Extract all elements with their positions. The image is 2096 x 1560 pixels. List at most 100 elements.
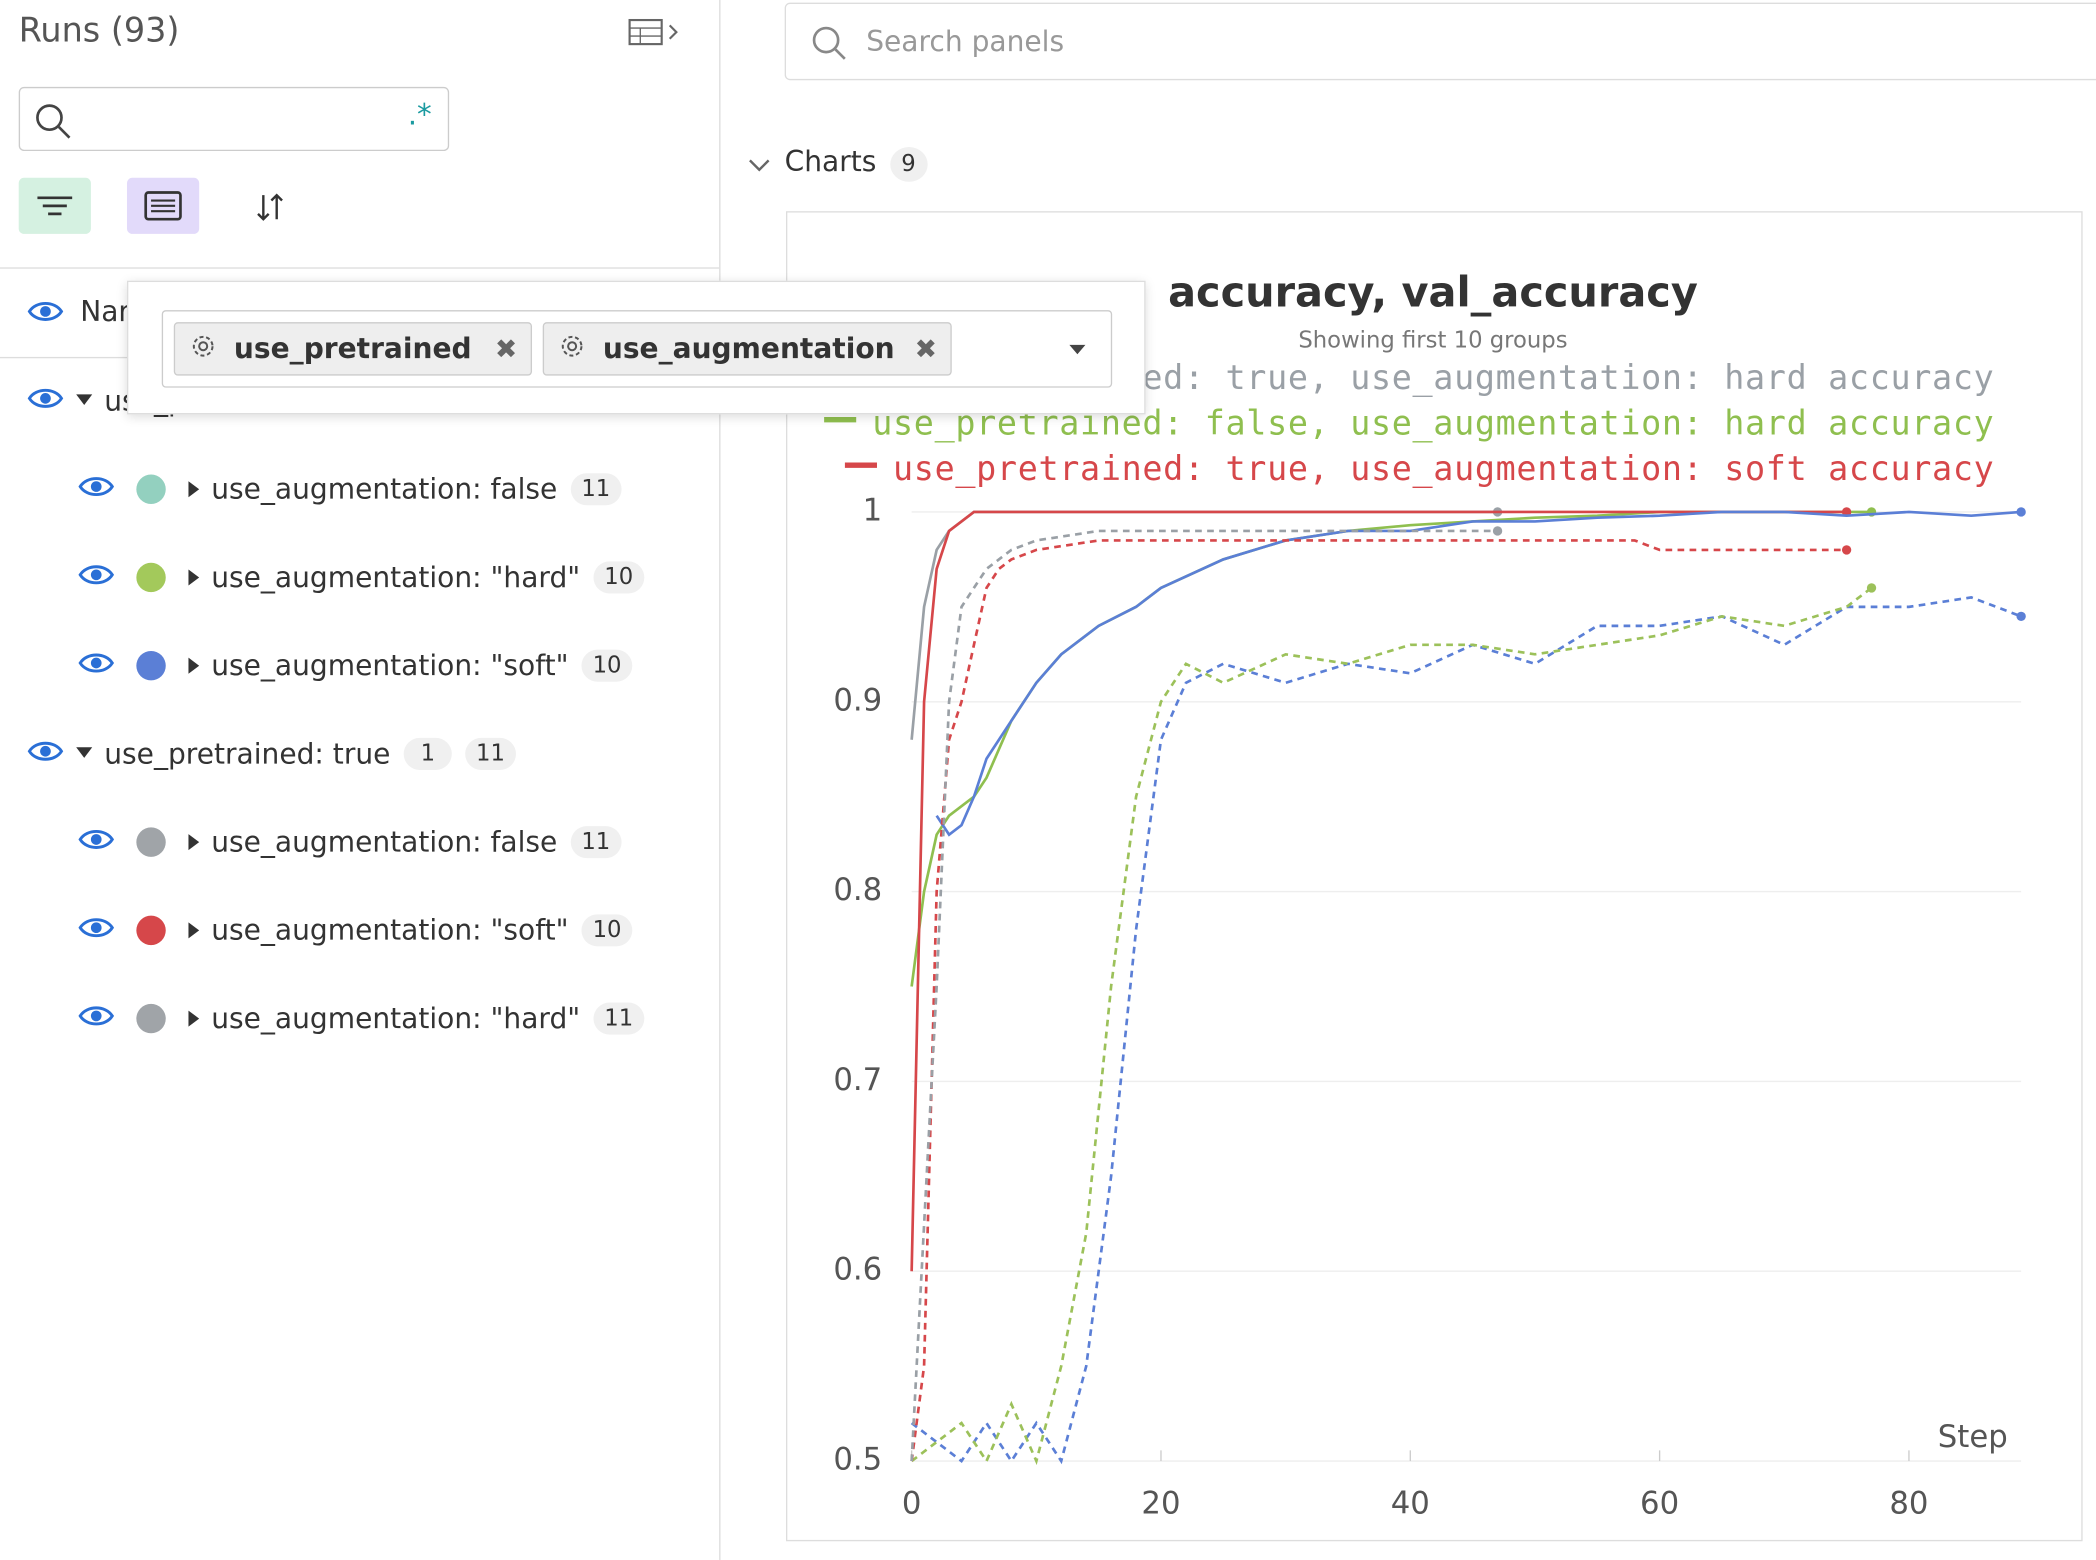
run-group-row: use_augmentation: false 11 (78, 463, 621, 516)
panel-search[interactable]: Search panels (784, 2, 2096, 81)
section-title: Charts (784, 145, 877, 178)
group-button[interactable] (126, 177, 200, 234)
eye-icon[interactable] (78, 824, 115, 860)
series-end-dot (1492, 526, 1503, 536)
x-tick-label: 60 (1640, 1486, 1679, 1522)
color-dot (136, 827, 166, 857)
sidebar: Runs (93) .* Name use_pretrained: falseu… (0, 0, 721, 1560)
color-dot (136, 915, 166, 946)
series-line (910, 586, 1873, 1466)
run-group-row: use_augmentation: false 11 (78, 815, 621, 868)
legend-label: use_pretrained: true, use_augmentation: … (893, 449, 1994, 489)
expand-caret[interactable] (187, 650, 200, 682)
run-group-label: use_augmentation: false (211, 473, 558, 506)
y-tick-label: 0.6 (833, 1252, 882, 1288)
section-header[interactable]: Charts 9 (785, 146, 928, 182)
color-dot (136, 650, 166, 681)
group-chip: use_augmentation ✖ (542, 322, 952, 376)
group-count: 1 (403, 737, 452, 770)
gear-icon (557, 331, 586, 367)
x-tick-label: 0 (902, 1486, 922, 1522)
group-chip: use_pretrained ✖ (173, 322, 533, 376)
search-placeholder: Search panels (866, 25, 1065, 58)
eye-icon[interactable] (27, 383, 64, 419)
remove-chip[interactable]: ✖ (494, 332, 518, 365)
eye-icon[interactable] (78, 1001, 115, 1037)
series-line (935, 510, 2022, 837)
group-by-popup: use_pretrained ✖ use_augmentation ✖ (126, 280, 1146, 415)
chart-panel (785, 211, 2083, 1542)
collapse-chevron[interactable] (746, 155, 773, 176)
run-count: 11 (593, 1002, 644, 1035)
y-tick-label: 0.7 (833, 1062, 882, 1098)
section-count: 9 (889, 147, 928, 182)
expand-caret[interactable] (187, 473, 200, 505)
chip-label: use_augmentation (602, 332, 895, 365)
eye-icon[interactable] (78, 471, 115, 507)
y-tick-label: 0.8 (833, 872, 882, 908)
runs-title: Runs (93) (18, 10, 180, 50)
y-tick-label: 1 (863, 492, 883, 528)
expand-caret[interactable] (75, 743, 94, 764)
series-line (910, 596, 2022, 1465)
color-dot (136, 562, 166, 593)
run-group-row: use_augmentation: "soft" 10 (78, 639, 633, 692)
series-line (910, 510, 1847, 1272)
group-count: 11 (465, 737, 516, 770)
series-line (910, 529, 1498, 1462)
x-tick-label: 20 (1141, 1486, 1180, 1522)
x-tick-label: 80 (1889, 1486, 1928, 1522)
series-line (910, 510, 1872, 987)
eye-icon[interactable] (78, 559, 115, 595)
remove-chip[interactable]: ✖ (914, 332, 938, 365)
group-by-select[interactable]: use_pretrained ✖ use_augmentation ✖ (161, 310, 1113, 388)
run-count: 10 (581, 649, 633, 682)
run-count: 10 (593, 561, 644, 594)
regex-toggle[interactable]: .* (407, 98, 432, 133)
series-end-dot (2016, 611, 2026, 622)
run-count: 11 (570, 473, 621, 506)
eye-icon[interactable] (78, 912, 115, 948)
x-tick-label: 40 (1391, 1486, 1430, 1522)
group-row: use_pretrained: true 1 11 (27, 727, 516, 780)
run-group-row: use_augmentation: "hard" 11 (78, 992, 644, 1045)
table-toggle[interactable] (628, 16, 684, 51)
expand-caret[interactable] (187, 1003, 200, 1035)
expand-caret[interactable] (187, 914, 200, 946)
eye-icon[interactable] (78, 648, 115, 684)
series-end-dot (1841, 545, 1852, 555)
run-group-label: use_augmentation: "soft" (211, 649, 569, 682)
series-line (910, 539, 1847, 1462)
expand-caret[interactable] (187, 826, 200, 858)
run-group-label: use_augmentation: "soft" (211, 914, 569, 947)
x-axis-label: Step (1938, 1419, 2008, 1455)
y-tick-label: 0.9 (833, 682, 882, 718)
chip-label: use_pretrained (233, 332, 472, 365)
expand-caret[interactable] (75, 390, 94, 411)
color-dot (136, 474, 166, 504)
sort-button[interactable] (251, 187, 291, 227)
run-count: 10 (581, 914, 633, 947)
eye-icon[interactable] (27, 736, 64, 772)
chart-title: accuracy, val_accuracy (1168, 268, 1698, 316)
run-group-row: use_augmentation: "soft" 10 (78, 904, 633, 957)
dropdown-caret[interactable] (1068, 342, 1087, 355)
series-end-dot (2016, 507, 2026, 517)
search-icon (36, 104, 71, 139)
run-group-row: use_augmentation: "hard" 10 (78, 551, 644, 604)
gear-icon (188, 331, 217, 367)
series-line (910, 510, 1498, 740)
series-end-dot (1866, 583, 1877, 593)
expand-caret[interactable] (187, 561, 200, 593)
run-search[interactable]: .* (18, 86, 450, 152)
search-icon (812, 26, 846, 60)
eye-icon[interactable] (27, 297, 64, 326)
filter-button[interactable] (18, 177, 91, 234)
chart-subtitle: Showing first 10 groups (1298, 327, 1567, 353)
run-group-label: use_augmentation: "hard" (211, 1002, 581, 1035)
group-label: use_pretrained: true (104, 737, 391, 770)
run-count: 11 (570, 826, 621, 859)
